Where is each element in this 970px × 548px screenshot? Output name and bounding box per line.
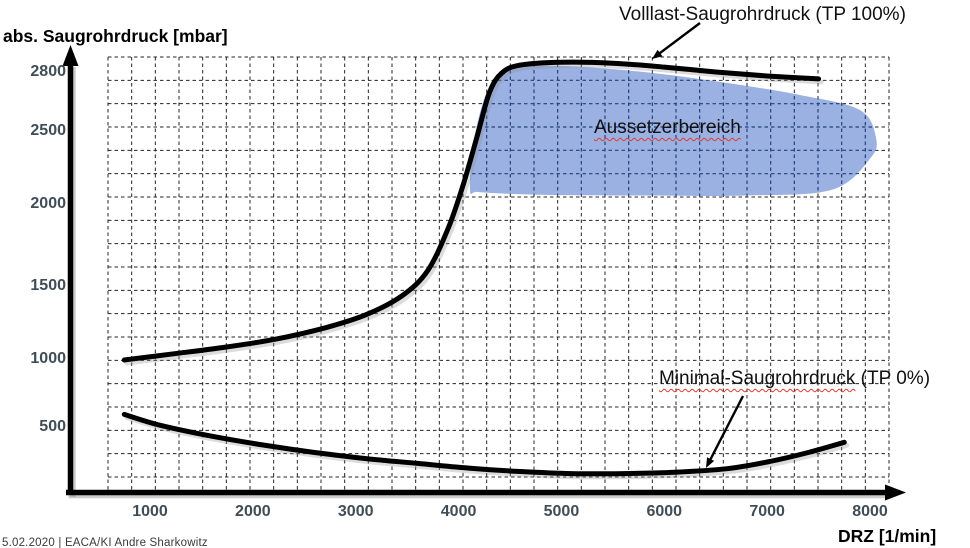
axes (62, 45, 906, 501)
x-tick-label: 2000 (235, 503, 271, 520)
y-tick-label: 2000 (30, 195, 66, 212)
x-tick-label: 4000 (440, 503, 477, 520)
fullload-label-arrow (652, 22, 701, 59)
misfire-region-label: Aussetzerbereich (594, 117, 741, 138)
x-tick-label: 3000 (337, 503, 374, 520)
y-tick-label: 500 (39, 418, 66, 435)
y-axis-title: abs. Saugrohrdruck [mbar] (3, 26, 228, 46)
y-tick-label: 1500 (30, 277, 66, 294)
fullload-pressure-curve (121, 59, 822, 363)
x-tick-label: 7000 (749, 503, 785, 520)
minimal-curve-label-suffix: (TP 0%) (855, 368, 931, 389)
minimal-curve-label-word: Minimal-Saugrohrdruck (659, 368, 856, 389)
x-tick-label: 8000 (852, 503, 888, 520)
minimal-pressure-curve (121, 411, 847, 477)
y-tick-label: 1000 (30, 350, 66, 367)
y-tick-label: 2500 (30, 122, 66, 139)
footer-credit: 5.02.2020 | EACA/KI Andre Sharkowitz (2, 537, 208, 548)
y-tick-label: 2800 (30, 63, 66, 80)
misfire-region-area (469, 65, 877, 196)
x-axis-title: DRZ [1/min] (838, 526, 937, 546)
fullload-curve-label: Volllast-Saugrohrdruck (TP 100%) (619, 4, 906, 25)
x-axis-arrowhead (885, 484, 906, 501)
curve-shadow-0 (124, 62, 824, 366)
y-axis-arrowhead (62, 45, 79, 66)
x-tick-label: 1000 (132, 503, 168, 520)
minimal-label-arrow (706, 395, 745, 468)
x-tick-label: 6000 (646, 503, 683, 520)
x-tick-label: 5000 (543, 503, 580, 520)
minimal-curve-label: Minimal-Saugrohrdruck (TP 0%) (659, 368, 930, 390)
curve-shadow-1 (124, 414, 850, 480)
